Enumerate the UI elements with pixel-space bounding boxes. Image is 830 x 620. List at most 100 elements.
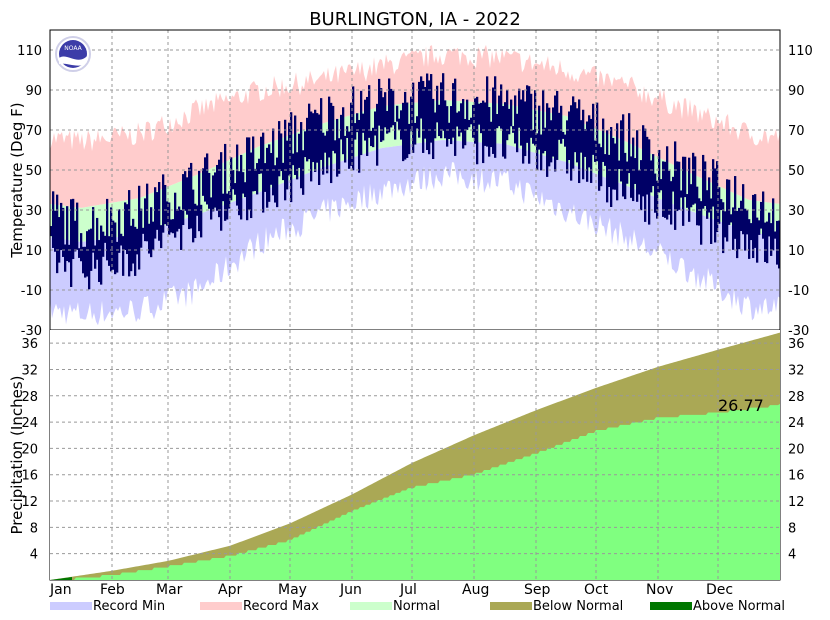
daily-temperature-bar (132, 218, 135, 264)
month-tick-label: Aug (462, 582, 489, 598)
daily-temperature-bar (496, 114, 499, 129)
daily-temperature-bar (330, 102, 333, 184)
daily-temperature-bar (452, 83, 455, 138)
daily-temperature-bar (622, 114, 625, 197)
daily-temperature-bar (176, 209, 179, 232)
daily-temperature-bar (454, 78, 457, 156)
temperature-tick-label-right: -30 (788, 324, 809, 339)
precipitation-tick-labels: 4 4 8 8 12 12 16 16 20 20 24 24 28 28 32 32 36 36 (21, 337, 804, 563)
daily-temperature-bar (488, 107, 491, 157)
daily-temperature-bar (444, 100, 447, 139)
precipitation-tick-label-left: 12 (21, 495, 38, 510)
month-tick-label: Jul (399, 582, 417, 598)
daily-temperature-bar (204, 157, 207, 202)
daily-temperature-bar (198, 170, 201, 232)
daily-temperature-bar (450, 106, 453, 145)
daily-temperature-bar (292, 153, 295, 166)
daily-temperature-bar (704, 161, 707, 207)
daily-temperature-bar (286, 140, 289, 190)
daily-temperature-bar (584, 128, 587, 157)
daily-temperature-bar (772, 198, 775, 251)
daily-temperature-bar (278, 121, 281, 177)
daily-temperature-bar (574, 102, 577, 153)
daily-temperature-bar (342, 107, 345, 155)
daily-temperature-bar (344, 135, 347, 163)
daily-temperature-bar (124, 202, 127, 251)
daily-temperature-bar (190, 162, 193, 229)
month-tick-label: Apr (218, 582, 242, 598)
daily-temperature-bar (112, 220, 115, 270)
month-tick-label: Sep (524, 582, 551, 598)
svg-text:NOAA: NOAA (64, 45, 82, 52)
daily-temperature-bar (428, 80, 431, 155)
daily-temperature-bar (432, 98, 435, 160)
temperature-tick-label-right: 30 (788, 204, 805, 219)
daily-temperature-bar (558, 112, 561, 140)
daily-temperature-bar (52, 191, 55, 248)
daily-temperature-bar (66, 206, 69, 262)
daily-temperature-bar (512, 126, 515, 133)
daily-temperature-bar (484, 102, 487, 146)
daily-temperature-bar (80, 233, 83, 262)
daily-temperature-bar (378, 78, 381, 126)
daily-temperature-bar (408, 123, 411, 155)
daily-temperature-bar (620, 120, 623, 182)
daily-temperature-bar (738, 207, 741, 250)
daily-temperature-bar (530, 93, 533, 138)
daily-temperature-bar (108, 236, 111, 266)
daily-temperature-bar (480, 102, 483, 134)
daily-temperature-bar (706, 190, 709, 219)
daily-temperature-bar (742, 184, 745, 235)
daily-temperature-bar (474, 98, 477, 144)
daily-temperature-bar (208, 172, 211, 209)
temperature-tick-label-right: 110 (788, 44, 813, 59)
daily-temperature-bar (606, 130, 609, 203)
daily-temperature-bar (634, 158, 637, 184)
legend: Record Min Record Max Normal Below Norma… (50, 599, 785, 614)
daily-temperature-bar (744, 208, 747, 251)
daily-temperature-bar (284, 119, 287, 201)
daily-temperature-bar (398, 118, 401, 131)
daily-temperature-bar (258, 158, 261, 175)
daily-temperature-bar (500, 84, 503, 129)
daily-temperature-bar (678, 161, 681, 210)
daily-temperature-bar (182, 174, 185, 226)
daily-temperature-bar (170, 219, 173, 233)
daily-temperature-bar (592, 103, 595, 155)
temperature-tick-labels: -30 -30 -10 -10 10 10 30 30 50 50 70 70 90 90 110 110 (17, 44, 813, 339)
daily-temperature-bar (396, 105, 399, 122)
daily-temperature-bar (502, 106, 505, 157)
precipitation-axis-label: Precipitation (Inches) (8, 376, 26, 535)
daily-temperature-bar (602, 118, 605, 162)
daily-temperature-bar (142, 227, 145, 234)
daily-temperature-bar (478, 103, 481, 125)
month-tick-labels: Jan Feb Mar Apr May Jun Jul Aug Sep Oct Nov Dec (49, 582, 733, 598)
daily-temperature-bar (280, 133, 283, 172)
daily-temperature-bar (136, 228, 139, 255)
daily-temperature-bar (536, 133, 539, 170)
daily-temperature-bar (382, 97, 385, 141)
month-tick-label: Jun (339, 582, 362, 598)
daily-temperature-bar (648, 139, 651, 225)
daily-temperature-bar (458, 111, 461, 137)
daily-temperature-bar (544, 127, 547, 152)
daily-temperature-bar (372, 127, 375, 148)
chart-title: BURLINGTON, IA - 2022 (309, 9, 521, 30)
precipitation-tick-label-right: 12 (788, 495, 805, 510)
daily-temperature-bar (90, 228, 93, 271)
daily-temperature-bar (740, 200, 743, 232)
daily-temperature-bar (400, 110, 403, 140)
daily-temperature-bar (316, 113, 319, 163)
daily-temperature-bar (126, 204, 129, 255)
month-tick-label: Mar (156, 582, 183, 598)
daily-temperature-bar (230, 157, 233, 201)
daily-temperature-bar (134, 226, 137, 276)
daily-temperature-bar (636, 130, 639, 202)
daily-temperature-bar (92, 207, 95, 253)
daily-temperature-bar (318, 114, 321, 185)
daily-temperature-bar (390, 88, 393, 128)
daily-temperature-bar (212, 175, 215, 212)
daily-temperature-bar (522, 90, 525, 164)
precipitation-tick-label-right: 32 (788, 363, 805, 378)
daily-temperature-bar (560, 105, 563, 144)
